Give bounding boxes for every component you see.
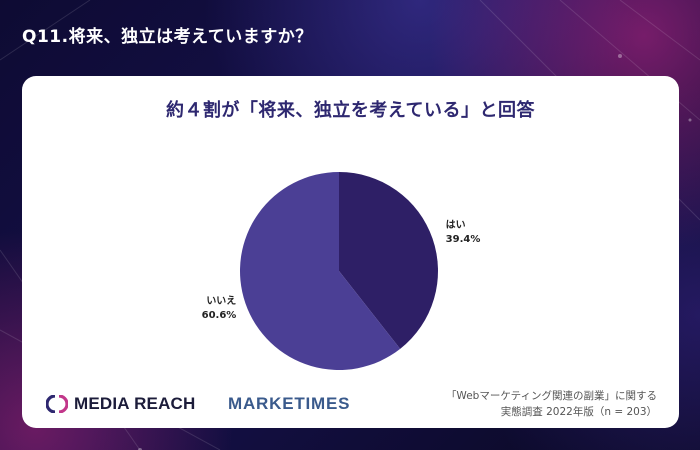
pie-chart xyxy=(240,172,438,370)
pie-slice-no xyxy=(240,172,401,370)
slice-label-yes-name: はい xyxy=(445,220,466,232)
slice-label-yes: はい 39.4% xyxy=(446,219,486,247)
media-reach-text: MEDIA REACH xyxy=(74,394,196,413)
slice-label-no-name: いいえ xyxy=(206,295,237,307)
question-title: Q11.将来、独立は考えていますか？ xyxy=(22,27,313,47)
chart-headline: 約４割が「将来、独立を考えている」と回答 xyxy=(165,100,536,121)
survey-source-line2: 実態調査 2022年版（n = 203） xyxy=(500,406,657,418)
media-reach-mark-icon xyxy=(46,395,68,413)
slice-label-yes-value: 39.4% xyxy=(445,234,481,246)
survey-source-line1: 「Webマーケティング関連の副業」に関する xyxy=(445,390,657,402)
chart-card: 約４割が「将来、独立を考えている」と回答 はい 39.4% いいえ 60.6% … xyxy=(22,76,679,428)
slice-label-no-value: 60.6% xyxy=(201,309,237,321)
pie-slice-yes xyxy=(339,172,438,349)
slice-label-no: いいえ 60.6% xyxy=(196,295,237,323)
media-reach-logo: MEDIA REACH xyxy=(46,394,196,414)
survey-source: 「Webマーケティング関連の副業」に関する 実態調査 2022年版（n = 20… xyxy=(446,388,657,420)
marketimes-logo: MARKETIMES xyxy=(228,394,351,413)
